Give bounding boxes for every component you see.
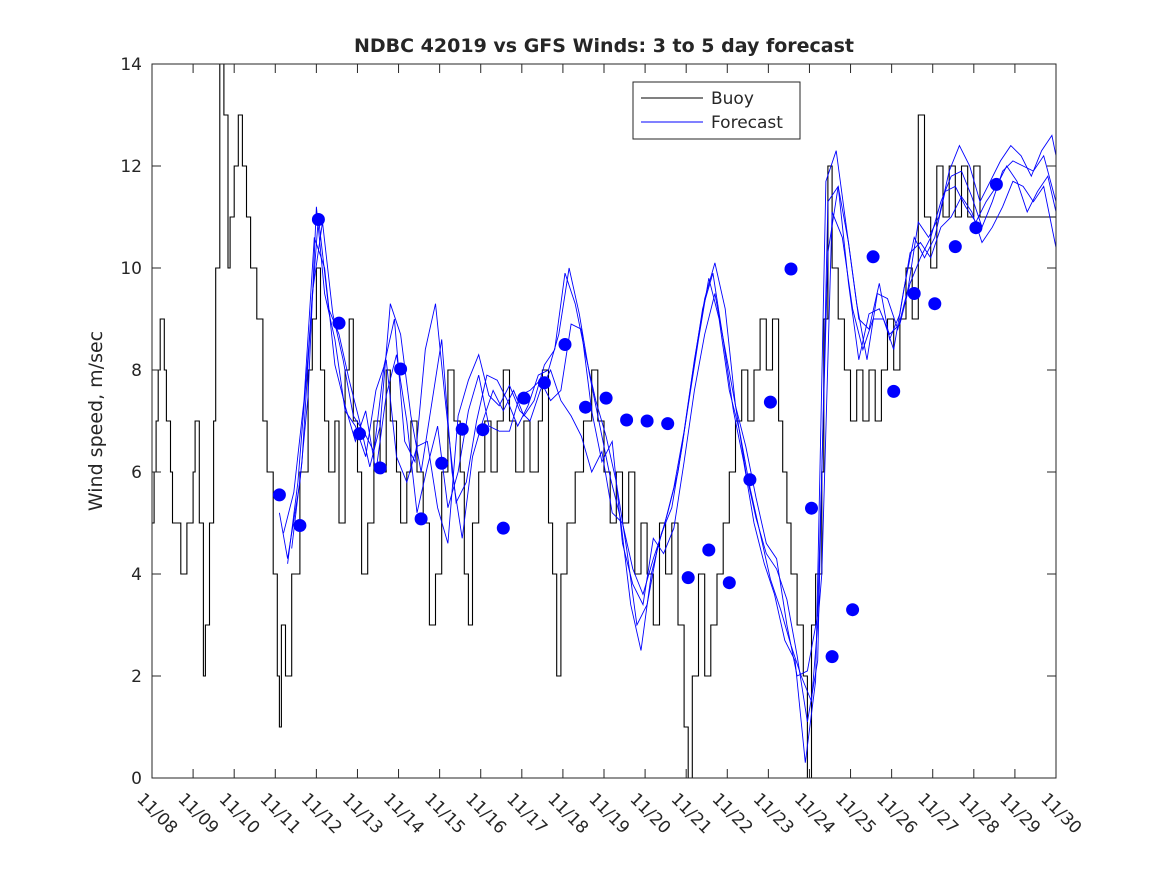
forecast-point (661, 417, 675, 431)
forecast-series-line-2 (283, 180, 1057, 677)
forecast-point (293, 519, 307, 532)
y-tick-label: 0 (131, 769, 142, 789)
forecast-point (435, 456, 449, 470)
y-tick-label: 2 (131, 667, 142, 687)
forecast-point (599, 391, 613, 405)
forecast-point (311, 213, 325, 226)
forecast-point (948, 240, 962, 254)
forecast-point (476, 423, 490, 437)
y-tick-label: 10 (120, 259, 142, 279)
forecast-point (722, 576, 736, 590)
y-tick-label: 6 (131, 463, 142, 483)
forecast-point (969, 221, 983, 235)
forecast-point (825, 650, 839, 664)
forecast-point (702, 543, 716, 557)
y-tick-label: 8 (131, 361, 142, 381)
chart-title: NDBC 42019 vs GFS Winds: 3 to 5 day fore… (354, 35, 854, 57)
legend-buoy-label: Buoy (711, 89, 754, 109)
forecast-series-line-4 (291, 134, 1057, 763)
forecast-point (640, 414, 654, 428)
forecast-point (989, 177, 1003, 191)
forecast-point (455, 422, 469, 436)
forecast-point (928, 297, 942, 311)
y-axis-label: Wind speed, m/sec (85, 331, 107, 511)
forecast-point (743, 473, 757, 487)
forecast-point (846, 603, 860, 617)
forecast-point (332, 316, 346, 330)
forecast-point (558, 338, 572, 351)
forecast-point (353, 427, 366, 441)
forecast-point (496, 521, 510, 535)
forecast-series-line-3 (287, 165, 1057, 702)
data-layer (152, 63, 1057, 779)
legend-forecast-label: Forecast (711, 113, 783, 133)
forecast-point (784, 262, 798, 276)
forecast-point (394, 362, 408, 376)
y-tick-label: 12 (120, 157, 142, 177)
forecast-point (887, 384, 901, 398)
forecast-point (537, 376, 551, 390)
y-tick-label: 14 (120, 55, 142, 75)
forecast-point (866, 250, 880, 264)
legend-box (632, 81, 801, 140)
forecast-point (681, 571, 695, 585)
forecast-point (414, 512, 428, 526)
y-tick-label: 4 (131, 565, 142, 585)
forecast-point (517, 391, 531, 405)
forecast-point (907, 287, 921, 300)
forecast-point (272, 488, 286, 502)
forecast-point (373, 461, 387, 475)
forecast-point (763, 395, 777, 409)
forecast-point (579, 400, 592, 414)
legend: Buoy Forecast (632, 81, 801, 140)
forecast-point (805, 501, 818, 515)
forecast-point (620, 413, 634, 427)
